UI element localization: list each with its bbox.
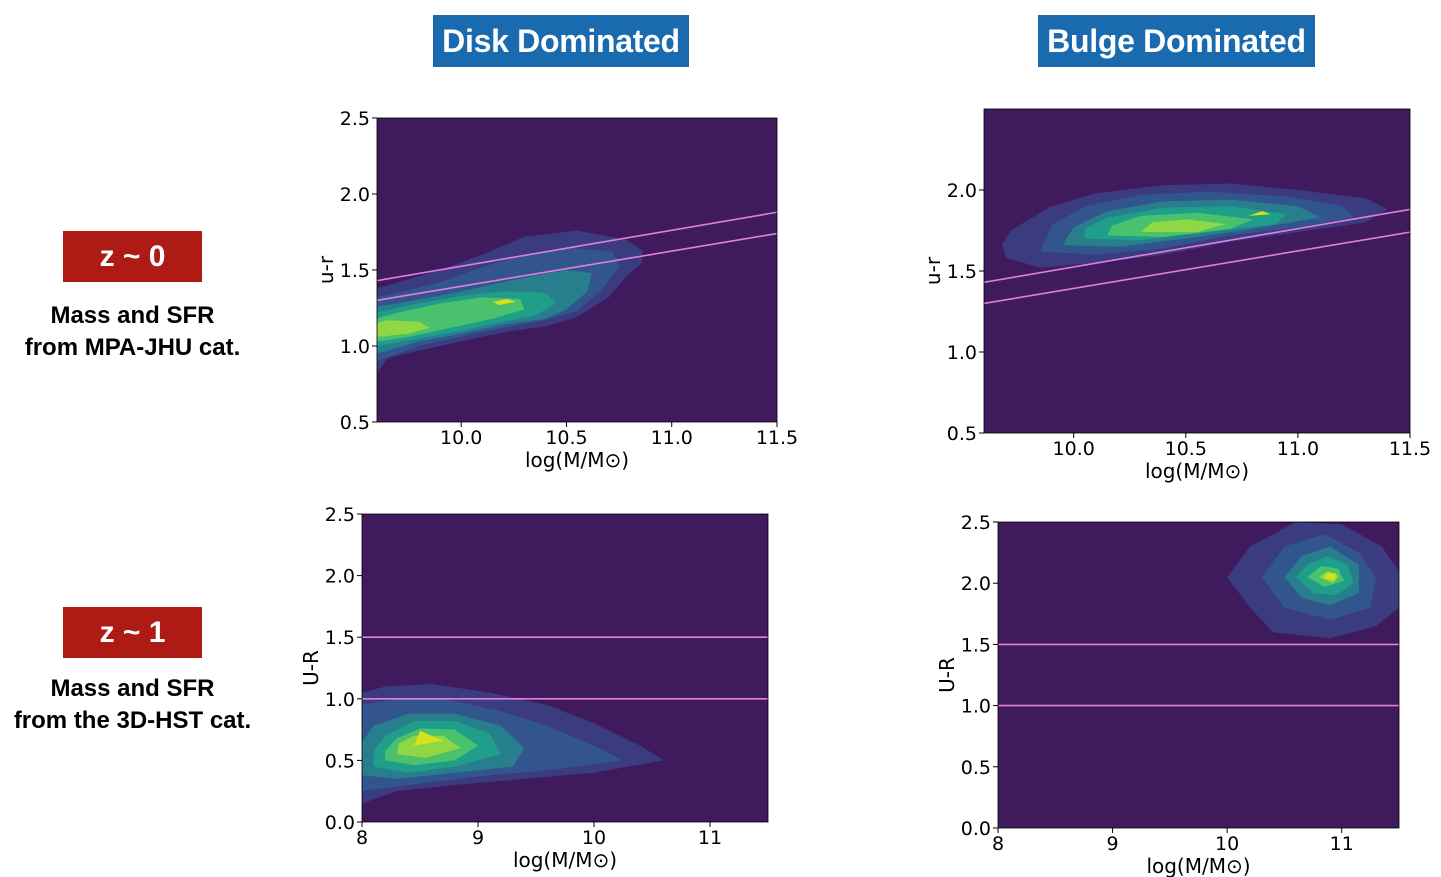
x-tick-label: 8 xyxy=(356,827,368,849)
y-axis-label: u-r xyxy=(921,256,945,285)
y-tick-label: 1.5 xyxy=(340,260,370,282)
contour-level-7 xyxy=(414,730,444,746)
x-tick-label: 11 xyxy=(698,827,722,849)
y-axis-label: U-R xyxy=(935,657,959,693)
x-tick-label: 8 xyxy=(992,833,1004,855)
guide-line-1 xyxy=(377,211,777,282)
y-tick-label: 1.5 xyxy=(947,261,977,283)
contour-level-7 xyxy=(1248,211,1271,216)
contour-level-6 xyxy=(396,735,461,758)
y-tick-label: 2.0 xyxy=(340,184,370,206)
y-tick-label: 1.5 xyxy=(961,634,991,656)
plot-frame xyxy=(997,521,1400,829)
row-badge-z0: z ~ 0 xyxy=(63,231,202,282)
y-tick-label: 0.5 xyxy=(325,750,355,772)
x-axis-label: log(M/M⊙) xyxy=(525,448,629,472)
y-tick-label: 1.0 xyxy=(947,342,977,364)
y-tick-label: 2.5 xyxy=(325,504,355,526)
y-tick-label: 0.5 xyxy=(340,412,370,434)
y-tick-label: 0.0 xyxy=(325,812,355,834)
chart-disk-z1: 8 9 10 11 0.0 0.5 1.0 1.5 2.0 2.5 log(M/M⊙) U-R xyxy=(299,504,769,872)
x-tick-label: 10.0 xyxy=(440,427,482,449)
x-tick-label: 10.5 xyxy=(1165,438,1207,460)
x-tick-label: 11.0 xyxy=(1277,438,1319,460)
contour-level-6 xyxy=(377,320,430,337)
y-tick-label: 2.5 xyxy=(961,512,991,534)
y-tick-label: 2.0 xyxy=(961,573,991,595)
x-tick-label: 10 xyxy=(582,827,606,849)
x-tick-label: 11 xyxy=(1330,833,1354,855)
y-axis-label: U-R xyxy=(299,650,323,686)
guide-line-2 xyxy=(377,232,777,302)
column-title-disk: Disk Dominated xyxy=(433,15,689,67)
contour-group xyxy=(362,636,768,804)
y-tick-label: 0.5 xyxy=(947,423,977,445)
y-tick-label: 0.0 xyxy=(961,818,991,840)
x-tick-label: 9 xyxy=(1107,833,1119,855)
row-description-line: Mass and SFR xyxy=(50,675,215,702)
contour-level-7 xyxy=(492,298,516,305)
chart-bulge-z0: 10.0 10.5 11.0 11.5 0.5 1.0 1.5 2.0 log(M/M⊙) u-r xyxy=(921,108,1431,483)
guide-line-2 xyxy=(984,231,1410,305)
row-description-line: Mass and SFR xyxy=(50,302,215,329)
chart-disk-z0: 10.0 10.5 11.0 11.5 0.5 1.0 1.5 2.0 2.5 log(M/M⊙)… xyxy=(314,108,798,472)
row-badge-z1: z ~ 1 xyxy=(63,607,202,658)
y-tick-label: 2.0 xyxy=(325,566,355,588)
plot-frame xyxy=(361,513,769,823)
y-axis-label: u-r xyxy=(314,255,338,284)
row-description-z0: Mass and SFR from MPA-JHU cat. xyxy=(0,300,265,364)
guide-line-1 xyxy=(984,208,1410,284)
x-tick-label: 10.0 xyxy=(1053,438,1095,460)
y-tick-label: 1.0 xyxy=(340,336,370,358)
x-axis-label: log(M/M⊙) xyxy=(513,848,617,872)
chart-bulge-z1: 8 9 10 11 0.0 0.5 1.0 1.5 2.0 2.5 log(M/M⊙) U-R xyxy=(935,512,1400,877)
contour-group xyxy=(984,183,1410,305)
x-tick-label: 11.5 xyxy=(756,427,798,449)
row-description-z1: Mass and SFR from the 3D-HST cat. xyxy=(0,673,265,737)
x-tick-label: 9 xyxy=(472,827,484,849)
y-tick-label: 1.5 xyxy=(325,627,355,649)
y-tick-label: 1.0 xyxy=(961,696,991,718)
y-tick-label: 1.0 xyxy=(325,689,355,711)
x-tick-label: 10 xyxy=(1215,833,1239,855)
x-axis-label: log(M/M⊙) xyxy=(1145,459,1249,483)
contour-group xyxy=(998,522,1399,707)
contour-group xyxy=(377,211,777,374)
column-title-bulge: Bulge Dominated xyxy=(1038,15,1315,67)
x-axis-label: log(M/M⊙) xyxy=(1146,854,1250,877)
y-tick-label: 2.5 xyxy=(340,108,370,130)
y-tick-label: 2.0 xyxy=(947,180,977,202)
contour-level-6 xyxy=(1140,219,1227,233)
x-tick-label: 11.0 xyxy=(651,427,693,449)
x-tick-label: 11.5 xyxy=(1389,438,1431,460)
contour-level-7 xyxy=(1323,573,1336,581)
y-tick-label: 0.5 xyxy=(961,757,991,779)
row-description-line: from MPA-JHU cat. xyxy=(24,334,241,361)
x-tick-label: 10.5 xyxy=(545,427,587,449)
row-description-line: from the 3D-HST cat. xyxy=(13,707,252,734)
